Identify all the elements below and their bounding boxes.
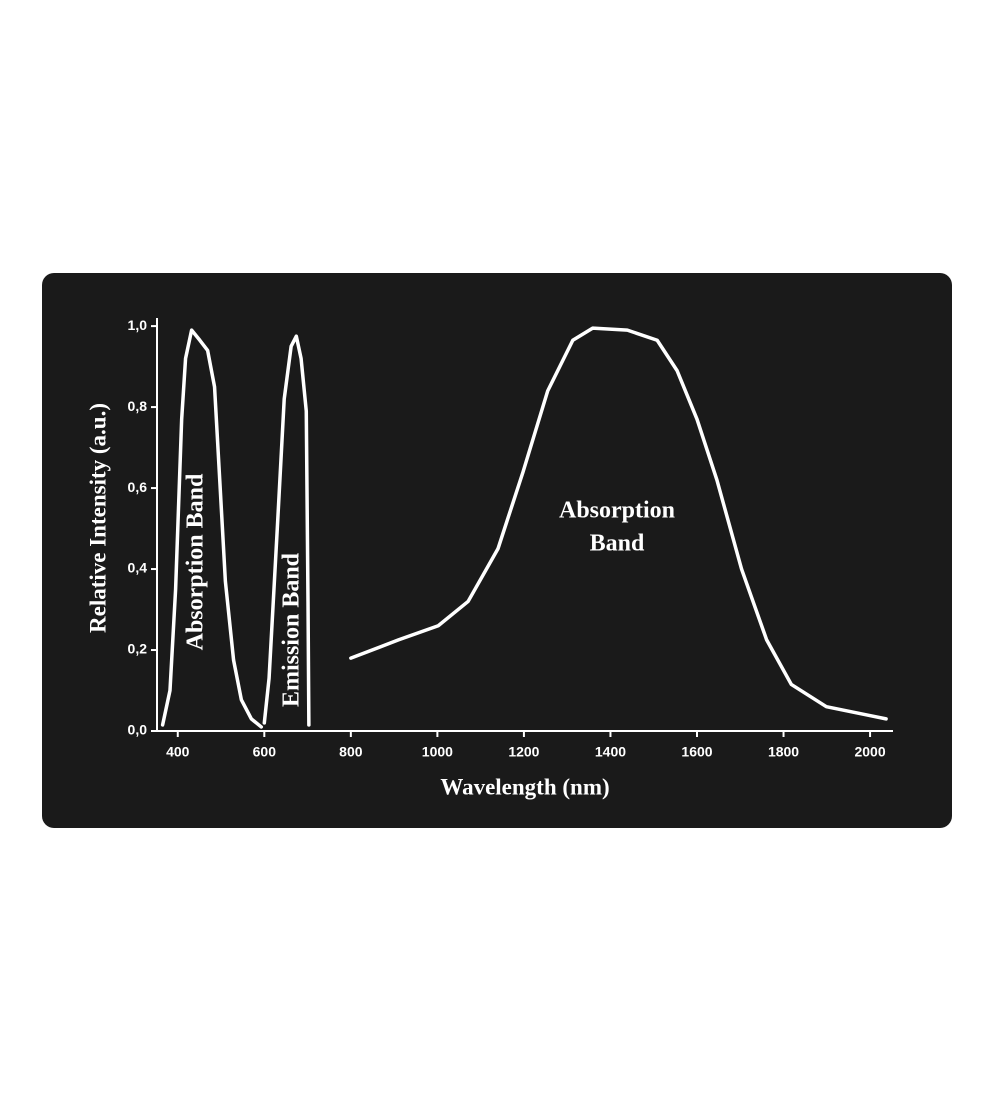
y-tick-label: 0,2 — [128, 641, 148, 657]
x-tick-label: 400 — [166, 744, 190, 760]
y-tick-label: 0,4 — [128, 560, 148, 576]
annotation: Band — [590, 531, 645, 557]
annotation: Emission Band — [279, 552, 305, 707]
line-series — [160, 328, 264, 729]
y-tick-label: 0,6 — [128, 479, 148, 495]
x-tick-label: 1400 — [595, 744, 626, 760]
x-tick-label: 800 — [339, 744, 363, 760]
y-axis-label: Relative Intensity (a.u.) — [85, 403, 110, 633]
x-tick-label: 1200 — [508, 744, 539, 760]
x-tick-label: 600 — [253, 744, 277, 760]
x-axis-label: Wavelength (nm) — [440, 774, 609, 799]
line-series — [349, 326, 888, 721]
x-tick-label: 2000 — [854, 744, 885, 760]
x-tick-label: 1000 — [422, 744, 453, 760]
annotation: Absorption — [559, 498, 675, 524]
x-tick-label: 1600 — [681, 744, 712, 760]
x-tick-label: 1800 — [768, 744, 799, 760]
y-tick-label: 0,8 — [128, 398, 148, 414]
y-tick-label: 1,0 — [128, 317, 148, 333]
annotation: Absorption Band — [183, 473, 209, 650]
y-tick-label: 0,0 — [128, 722, 148, 738]
line-series — [262, 334, 311, 727]
